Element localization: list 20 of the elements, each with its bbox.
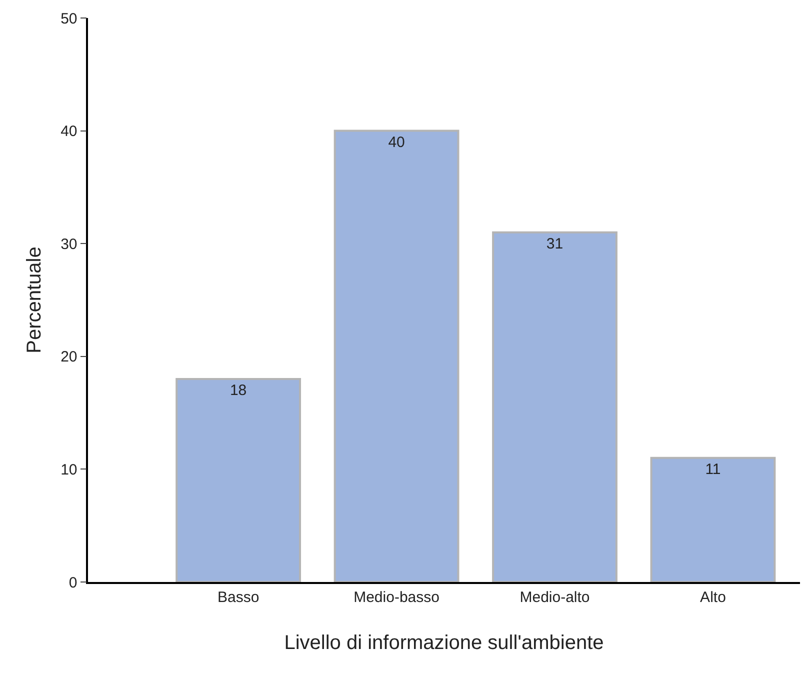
- data-label: 18: [230, 382, 247, 399]
- x-tick-label: Alto: [700, 588, 726, 606]
- y-tick-label: 20: [60, 348, 78, 366]
- data-label: 40: [388, 134, 405, 151]
- bar: [334, 130, 460, 582]
- x-tick-label: Medio-basso: [354, 588, 440, 606]
- y-axis-title: Percentuale: [24, 246, 46, 354]
- data-label: 31: [546, 235, 564, 252]
- x-tick-label: Medio-alto: [520, 588, 590, 606]
- y-tick-label: 40: [60, 123, 78, 140]
- x-axis-title: Livello di informazione sull'ambiente: [284, 632, 604, 654]
- bar: [492, 231, 618, 582]
- bar: [176, 378, 302, 582]
- y-tick-label: 0: [68, 574, 78, 592]
- y-tick-label: 30: [60, 236, 78, 253]
- y-tick-label: 10: [60, 461, 78, 478]
- data-label: 11: [705, 460, 721, 478]
- bar: [650, 456, 776, 582]
- x-tick-label: Basso: [217, 588, 260, 606]
- y-tick-label: 50: [60, 10, 78, 28]
